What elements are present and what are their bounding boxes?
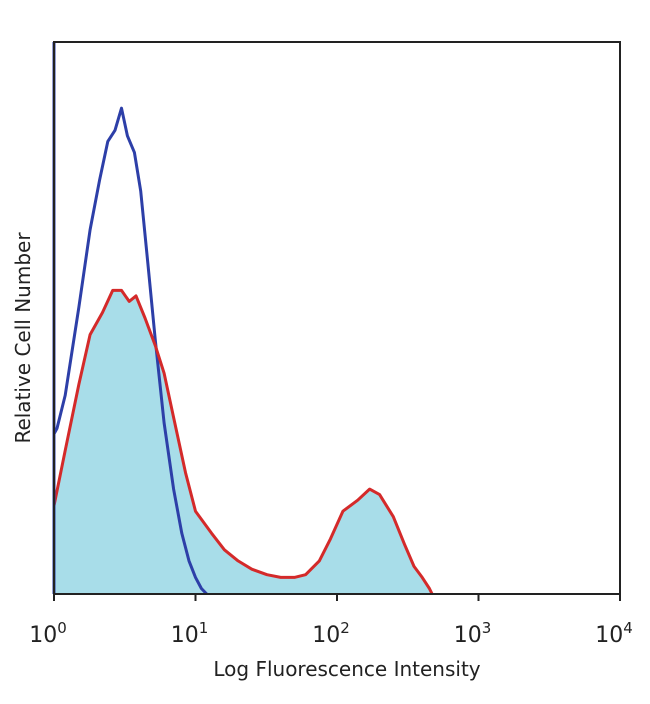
y-axis-title: Relative Cell Number <box>11 232 35 444</box>
x-tick-label: 101 <box>171 619 209 648</box>
x-axis-title: Log Fluorescence Intensity <box>213 657 480 681</box>
plot-area <box>52 42 434 596</box>
x-tick-label: 104 <box>595 619 633 648</box>
x-tick-label: 103 <box>454 619 492 648</box>
histogram-fill-series <box>54 290 433 594</box>
histogram-line-series-2 <box>52 288 434 595</box>
x-tick-label: 100 <box>29 619 67 648</box>
x-axis-ticks: 100 101 102 103 104 <box>29 594 633 648</box>
histogram-line-series-1 <box>52 106 208 596</box>
x-tick-label: 102 <box>312 619 350 648</box>
